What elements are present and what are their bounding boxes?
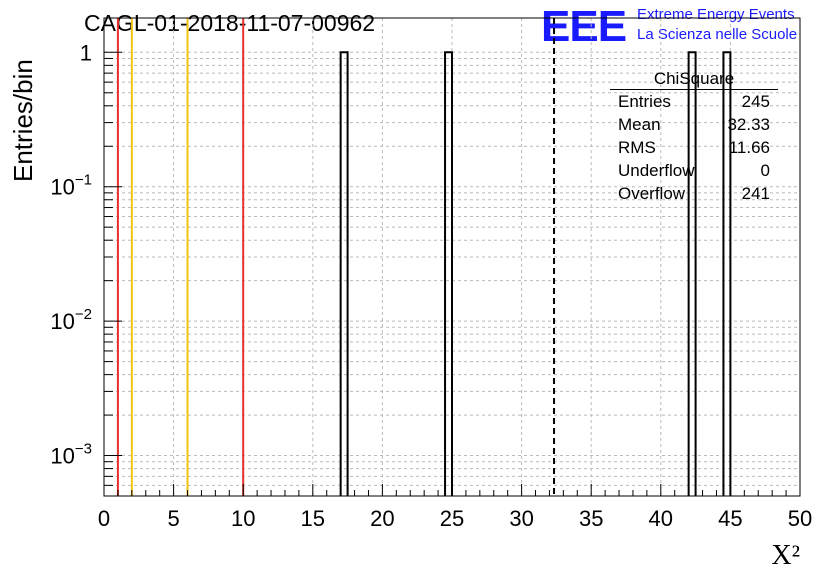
x-axis-title: X² [771,540,800,571]
stats-value: 32.33 [727,115,770,134]
x-tick-label: 20 [370,506,394,531]
eee-logo: EEE [541,2,627,51]
logo-line-1: Extreme Energy Events [637,6,795,23]
y-axis-title: Entries/bin [8,59,38,182]
stats-row-overflow: Overflow 241 [610,182,778,205]
stats-row-underflow: Underflow 0 [610,159,778,182]
y-tick-label: 10−2 [50,306,92,334]
stats-value: 0 [760,161,770,180]
y-tick-label: 10−1 [50,172,92,200]
stats-label: Underflow [618,161,695,180]
x-tick-label: 0 [98,506,110,531]
y-tick-label: 1 [80,40,92,65]
logo-line-2: La Scienza nelle Scuole [637,26,798,43]
stats-value: 241 [741,184,770,203]
x-tick-label: 45 [718,506,742,531]
histogram-bar [687,51,697,496]
x-tick-label: 15 [301,506,325,531]
stats-label: Entries [618,92,671,111]
stats-row-entries: Entries 245 [610,90,778,113]
histogram-bar [339,51,349,496]
stats-label: RMS [618,138,656,157]
stats-name: ChiSquare [610,68,778,90]
x-tick-label: 40 [649,506,673,531]
stats-value: 11.66 [728,138,770,157]
x-tick-label: 25 [440,506,464,531]
stats-label: Mean [618,115,661,134]
histogram-bar [722,51,732,496]
x-tick-label: 5 [167,506,179,531]
x-tick-label: 30 [509,506,533,531]
stats-row-rms: RMS 11.66 [610,136,778,159]
y-tick-label: 10−3 [50,441,92,469]
histogram-bar [444,51,453,496]
stats-row-mean: Mean 32.33 [610,113,778,136]
stats-label: Overflow [618,184,686,203]
x-tick-label: 50 [788,506,812,531]
x-tick-label: 10 [231,506,255,531]
stats-value: 245 [741,92,770,111]
stats-box: ChiSquare Entries 245 Mean 32.33 RMS 11.66 Und… [610,68,778,205]
x-tick-label: 35 [579,506,603,531]
